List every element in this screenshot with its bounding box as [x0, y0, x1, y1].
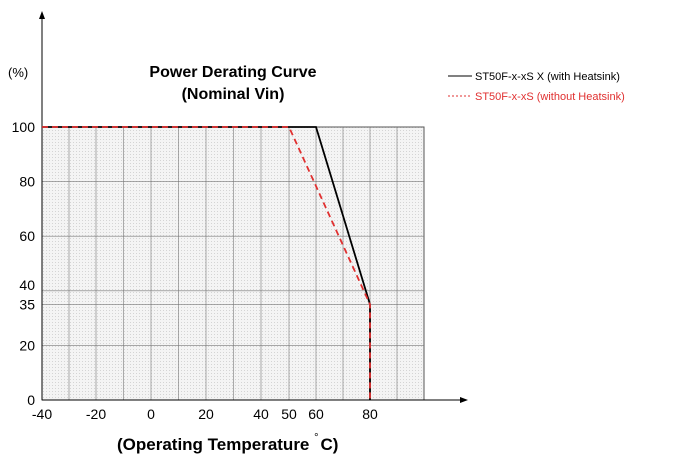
y-tick-label: 40 — [19, 277, 35, 293]
x-axis-label-degree: ° — [314, 432, 318, 444]
x-axis-label-end: C) — [321, 435, 339, 454]
series-line-without-heatsink — [42, 126, 371, 400]
x-tick-label: 0 — [147, 406, 155, 422]
x-tick-label: 50 — [281, 406, 297, 422]
tick-labels: -40 -20 0 20 40 50 60 80 0 20 35 40 60 80 100 — [12, 119, 378, 422]
y-axis-arrow — [39, 11, 45, 19]
x-tick-label: 80 — [362, 406, 378, 422]
plot-area — [41, 126, 425, 401]
plot-background — [42, 127, 424, 400]
axes — [39, 11, 468, 403]
chart-title: Power Derating Curve — [149, 64, 316, 81]
x-axis-label: (Operating Temperature ° C) — [117, 432, 338, 454]
x-axis-label-main: (Operating Temperature — [117, 435, 314, 454]
y-tick-label: 35 — [19, 296, 35, 312]
y-tick-label: 0 — [27, 392, 35, 408]
x-axis-arrow — [460, 397, 468, 403]
y-tick-label: 20 — [19, 337, 35, 353]
series-lines — [42, 126, 371, 400]
x-tick-label: 60 — [308, 406, 324, 422]
y-tick-label: 80 — [19, 174, 35, 190]
grid-lines — [42, 127, 424, 400]
x-tick-label: -40 — [32, 406, 52, 422]
y-tick-label: 60 — [19, 228, 35, 244]
legend-label-with-heatsink: ST50F-x-xS X (with Heatsink) — [475, 71, 620, 83]
chart-subtitle: (Nominal Vin) — [182, 86, 285, 103]
x-tick-label: 20 — [198, 406, 214, 422]
y-axis-unit-label: (%) — [8, 65, 28, 80]
x-tick-label: 40 — [253, 406, 269, 422]
y-tick-label: 100 — [12, 119, 36, 135]
legend: ST50F-x-xS X (with Heatsink) ST50F-x-xS … — [448, 71, 625, 103]
x-tick-label: -20 — [86, 406, 106, 422]
legend-label-without-heatsink: ST50F-x-xS (without Heatsink) — [475, 91, 625, 103]
series-line-with-heatsink — [42, 126, 371, 400]
